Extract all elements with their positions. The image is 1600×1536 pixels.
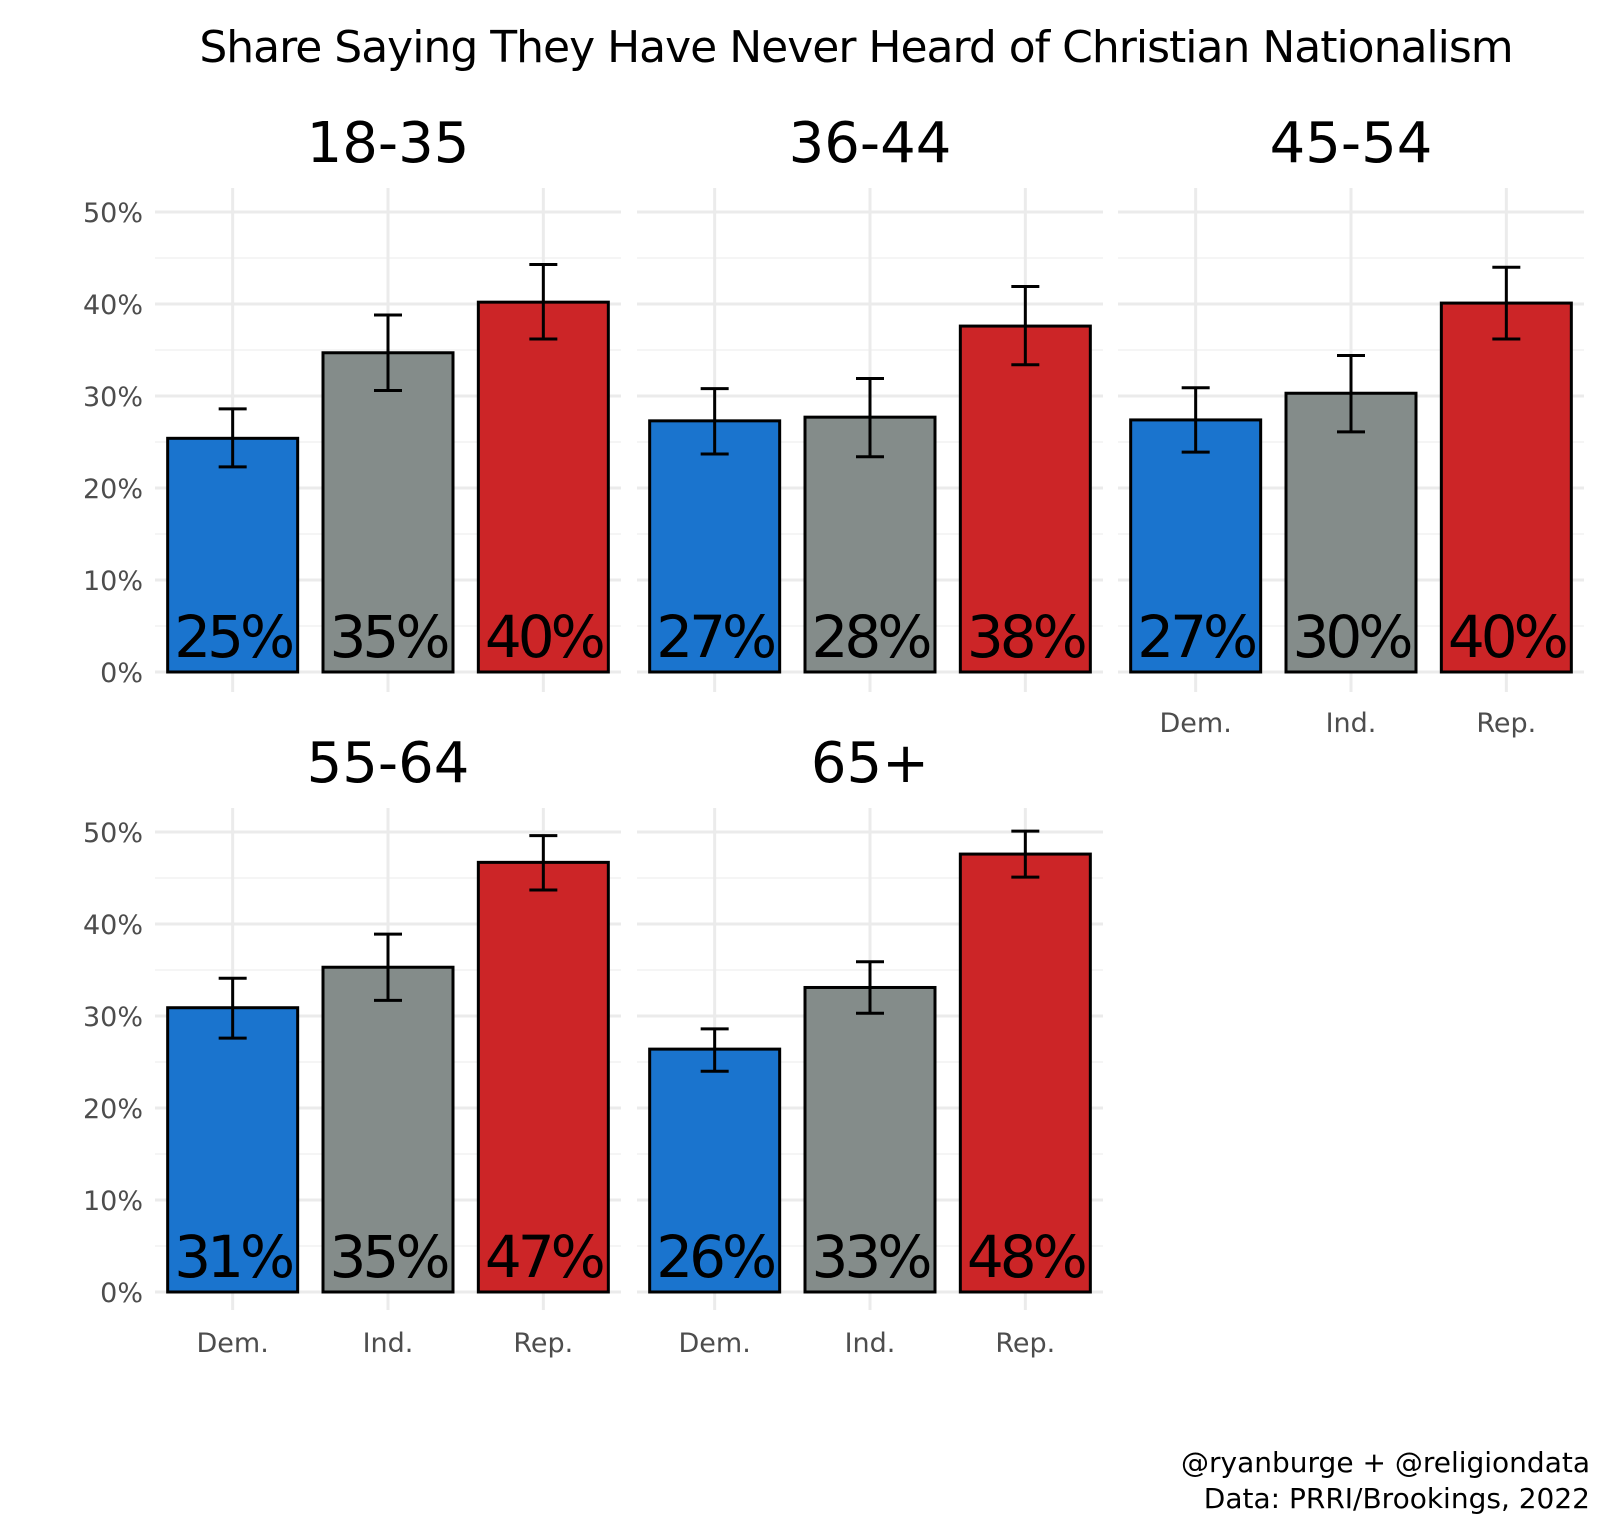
bar [648,1047,782,1294]
bar-value-label: 27% [1137,603,1255,671]
error-bar [529,262,558,341]
y-tick-label: 40% [83,910,143,941]
error-bar [700,1027,729,1073]
error-bar [856,960,884,1015]
x-tick-label: Ind. [363,1328,414,1359]
bar-value-label: 35% [330,1223,448,1291]
facet-panel: 18-35 0% 10% 20% 30% 40% 50% 25% 35% 40% [83,111,621,692]
error-bar [218,407,247,469]
error-bar [1492,265,1521,341]
x-tick-label: Ind. [1326,708,1377,739]
error-bar [856,377,884,459]
error-bar [1011,829,1040,879]
x-tick-label: Dem. [679,1328,751,1359]
bar [803,415,937,674]
facet-panel: 45-54 27% 30% 40% Dem. Ind. Rep. [1118,111,1584,739]
bar-value-label: 28% [812,603,930,671]
caption-credit: @ryanburge + @religiondata [1181,1446,1590,1479]
error-bar [700,387,729,456]
facet-panels: 18-35 0% 10% 20% 30% 40% 50% 25% 35% 40% 36-44 27% 2… [83,111,1584,1359]
bar-value-label: 48% [967,1223,1085,1291]
y-tick-label: 40% [83,290,143,321]
bar [1129,418,1263,674]
bar-value-label: 47% [485,1223,603,1291]
caption-source: Data: PRRI/Brookings, 2022 [1204,1482,1590,1515]
bar-value-label: 35% [330,603,448,671]
bar-value-label: 40% [485,603,603,671]
error-bar [218,976,247,1040]
x-tick-label: Rep. [995,1328,1055,1359]
y-tick-label: 0% [100,1278,143,1309]
bar [321,351,455,674]
x-tick-label: Ind. [845,1328,896,1359]
x-tick-label: Dem. [197,1328,269,1359]
bar-value-label: 30% [1293,603,1411,671]
error-bar [374,932,402,1002]
y-tick-label: 30% [83,1002,143,1033]
y-tick-label: 20% [83,474,143,505]
facet-panel: 36-44 27% 28% 38% [637,111,1103,692]
facet-panel: 65+ 26% 33% 48% Dem. Ind. Rep. [637,731,1103,1359]
bar [166,1006,300,1294]
y-tick-label: 30% [83,382,143,413]
facet-title: 65+ [811,731,929,796]
x-tick-label: Rep. [513,1328,573,1359]
bar [321,965,455,1294]
error-bar [1181,386,1210,454]
bar-value-label: 27% [656,603,774,671]
bar-value-label: 26% [656,1223,774,1291]
bar [648,419,782,674]
bar-value-label: 25% [174,603,292,671]
bar [166,436,300,674]
bar [958,852,1092,1294]
y-tick-label: 20% [83,1094,143,1125]
bar-value-label: 40% [1448,603,1566,671]
facet-panel: 55-64 0% 10% 20% 30% 40% 50% 31% 35% 47% Dem. Ind. R… [83,731,621,1359]
y-tick-label: 0% [100,658,143,689]
bar [958,324,1092,674]
error-bar [529,834,558,892]
bar [476,300,610,674]
error-bar [1337,354,1365,434]
x-tick-label: Rep. [1476,708,1536,739]
bar-value-label: 31% [174,1223,292,1291]
error-bar [374,313,402,392]
chart-title: Share Saying They Have Never Heard of Ch… [199,22,1512,73]
x-tick-label: Dem. [1160,708,1232,739]
y-tick-label: 10% [83,566,143,597]
bar-value-label: 38% [967,603,1085,671]
y-tick-label: 50% [83,198,143,229]
bar [1284,391,1418,674]
facet-title: 45-54 [1270,111,1433,176]
facet-title: 55-64 [307,731,470,796]
y-tick-label: 50% [83,818,143,849]
bar-value-label: 33% [812,1223,930,1291]
facet-title: 18-35 [307,111,470,176]
y-tick-label: 10% [83,1186,143,1217]
error-bar [1011,285,1040,367]
facet-title: 36-44 [789,111,952,176]
